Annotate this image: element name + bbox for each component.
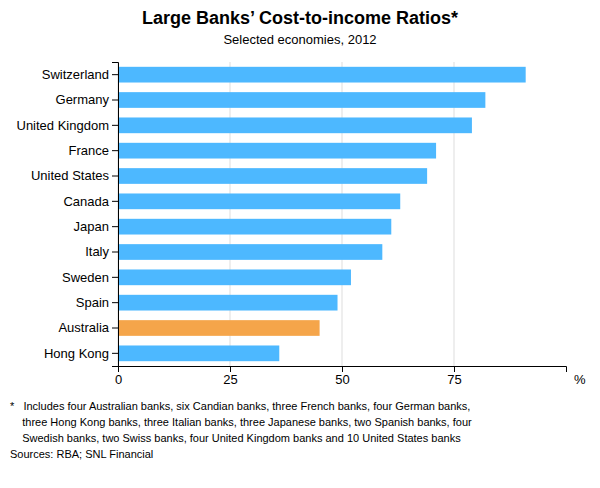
tick: Japan [74, 219, 118, 234]
tick-mark [454, 366, 455, 372]
tick-label: Hong Kong [44, 345, 109, 360]
bar [118, 117, 472, 133]
tick-mark [112, 226, 118, 227]
tick-label: United States [31, 168, 110, 183]
tick-label: Germany [56, 92, 110, 107]
tick: United Kingdom [17, 117, 119, 132]
tick: Canada [63, 193, 118, 208]
chart: Large Banks’ Cost-to-income Ratios* Selec… [0, 0, 600, 488]
bar [118, 193, 400, 209]
bar [118, 67, 526, 83]
plot: 0 25 50 75 Switzerland Germany United Kingdom F… [17, 62, 587, 387]
tick: Switzerland [42, 67, 118, 82]
axis-label: % [574, 372, 586, 387]
tick-label: 0 [115, 372, 122, 387]
tick-mark [112, 201, 118, 202]
x-axis: 0 25 50 75 [115, 366, 567, 387]
footnote: Sources: RBA; SNL Financial [10, 448, 153, 460]
tick: Hong Kong [44, 345, 118, 360]
tick-label: Switzerland [42, 67, 109, 82]
footnote: three Hong Kong banks, three Italian ban… [10, 416, 472, 428]
tick-mark [112, 100, 118, 101]
bar [118, 269, 351, 285]
tick-mark [112, 150, 118, 151]
tick-label: Italy [85, 244, 109, 259]
bar [118, 143, 436, 159]
tick-label: 50 [335, 372, 349, 387]
tick-label: Canada [63, 193, 109, 208]
bar [118, 92, 485, 108]
axis-line [119, 367, 567, 373]
tick-mark [342, 366, 343, 372]
tick-label: France [69, 143, 109, 158]
footnote: * Includes four Australian banks, six Ca… [10, 400, 470, 412]
tick: 75 [447, 366, 461, 387]
tick: Germany [56, 92, 118, 107]
footnote: Swedish banks, two Swiss banks, four Uni… [10, 432, 461, 444]
bar [118, 320, 320, 336]
bars [118, 67, 526, 361]
axis-line [112, 63, 119, 367]
tick-mark [112, 277, 118, 278]
subtitle: Selected economies, 2012 [223, 32, 376, 47]
tick-mark [112, 252, 118, 253]
bar [118, 244, 382, 260]
footnotes: * Includes four Australian banks, six Ca… [10, 400, 472, 460]
tick: Australia [58, 320, 118, 335]
tick: Spain [76, 295, 118, 310]
bar [118, 219, 391, 235]
tick-mark [112, 302, 118, 303]
tick: United States [31, 168, 118, 183]
tick-mark [112, 125, 118, 126]
tick-mark [112, 328, 118, 329]
tick-mark [112, 176, 118, 177]
y-axis: Switzerland Germany United Kingdom France Un… [17, 63, 119, 367]
tick: 0 [115, 366, 122, 387]
tick: Italy [85, 244, 118, 259]
tick-label: Australia [58, 320, 109, 335]
tick: Sweden [62, 269, 118, 284]
tick: 50 [335, 366, 349, 387]
tick-mark [230, 366, 231, 372]
title: Large Banks’ Cost-to-income Ratios* [142, 8, 458, 28]
tick: France [69, 143, 118, 158]
tick-label: 75 [447, 372, 461, 387]
tick-label: United Kingdom [17, 117, 110, 132]
bar [118, 168, 427, 184]
bar [118, 295, 338, 311]
tick-label: Japan [74, 219, 109, 234]
tick-label: Sweden [62, 269, 109, 284]
tick-label: Spain [76, 295, 109, 310]
bar [118, 345, 279, 361]
tick-mark [112, 74, 118, 75]
tick-mark [112, 353, 118, 354]
tick: 25 [223, 366, 237, 387]
tick-label: 25 [223, 372, 237, 387]
